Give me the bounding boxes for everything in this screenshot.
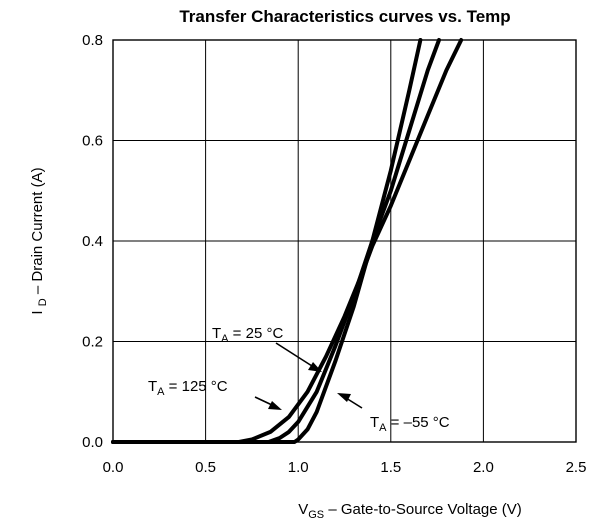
x-tick-label: 0.5 <box>195 459 216 476</box>
arrowhead-ta-25 <box>308 362 322 372</box>
y-tick-label: 0.6 <box>82 133 103 150</box>
curve-layer <box>111 38 464 444</box>
x-tick-label: 1.5 <box>380 459 401 476</box>
annotation-arrow-ta-125 <box>254 396 273 406</box>
curve-ta-minus-55 <box>111 38 423 444</box>
x-axis-label: VGS – Gate-to-Source Voltage (V) <box>298 501 522 521</box>
plot-frame <box>112 39 577 443</box>
arrowhead-ta-125 <box>268 401 282 410</box>
y-tick-label: 0.0 <box>82 434 103 451</box>
curve-ta-25 <box>111 38 441 444</box>
chart-title: Transfer Characteristics curves vs. Temp <box>179 7 510 26</box>
annotation-ta-125: TA = 125 °C <box>148 378 228 398</box>
x-tick-label: 2.0 <box>473 459 494 476</box>
x-tick-label: 1.0 <box>288 459 309 476</box>
arrowhead-ta-minus-55 <box>337 393 351 402</box>
x-tick-label: 0.0 <box>103 459 124 476</box>
annotation-arrow-ta-25 <box>275 342 313 367</box>
annotation-ta-25: TA = 25 °C <box>212 325 283 345</box>
x-tick-label: 2.5 <box>566 459 587 476</box>
y-tick-label: 0.2 <box>82 334 103 351</box>
y-axis-label: I D – Drain Current (A) <box>29 167 49 314</box>
y-tick-label: 0.4 <box>82 233 103 250</box>
y-tick-label: 0.8 <box>82 32 103 49</box>
annotation-ta-minus-55: TA = –55 °C <box>370 414 450 434</box>
annotation-arrow-ta-minus-55 <box>345 397 363 409</box>
x-tick-labels: 0.0 0.5 1.0 1.5 2.0 2.5 <box>103 459 587 476</box>
y-tick-labels: 0.0 0.2 0.4 0.6 0.8 <box>82 32 103 451</box>
